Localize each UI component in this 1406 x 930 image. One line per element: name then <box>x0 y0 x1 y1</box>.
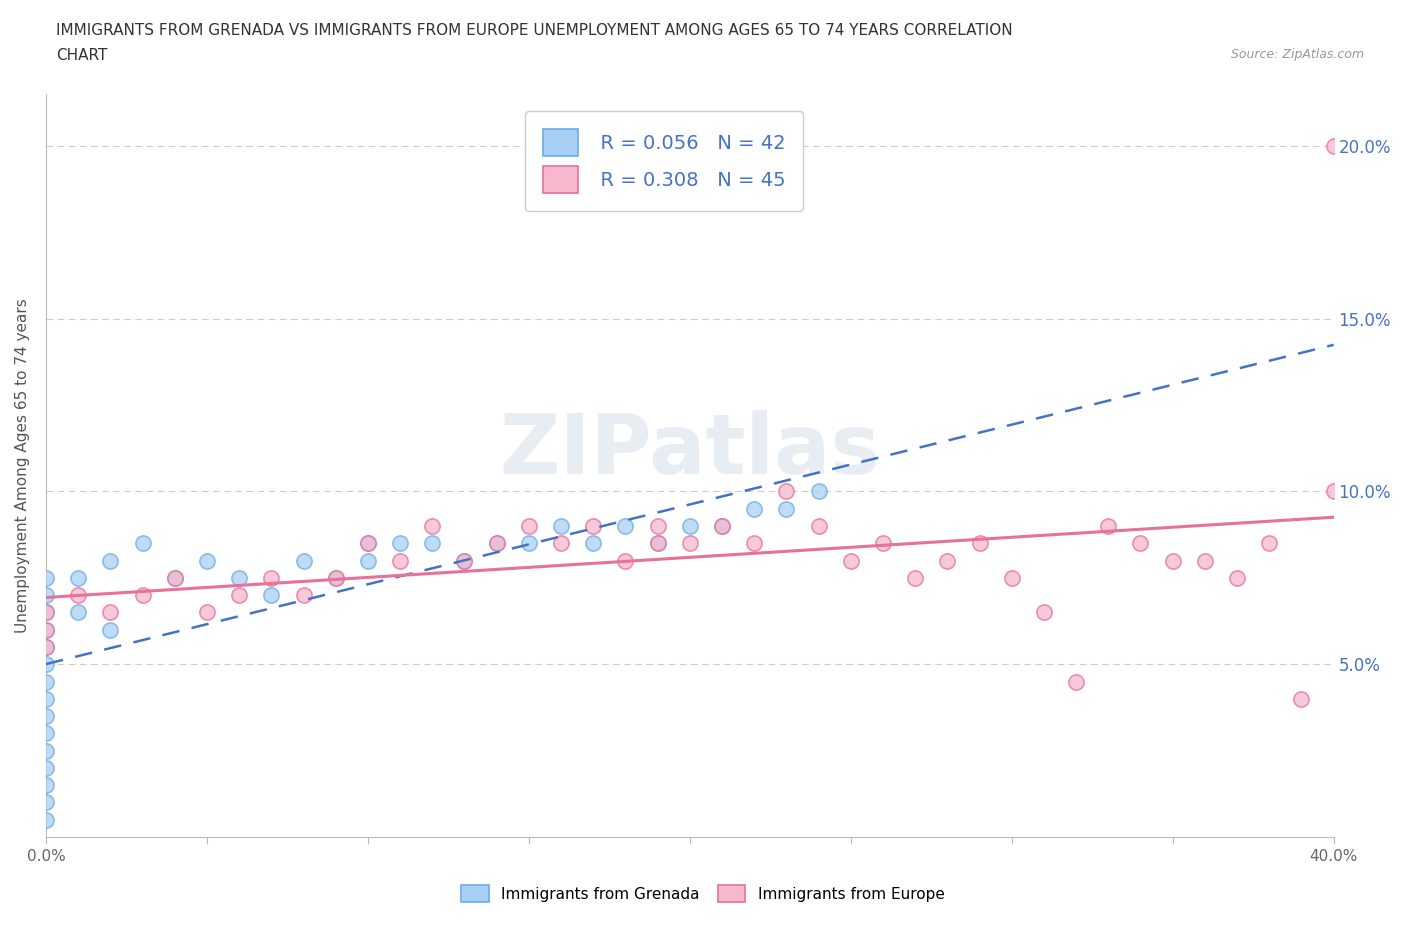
Point <box>35 657 58 671</box>
Point <box>614 519 637 534</box>
Point <box>904 570 927 585</box>
Point <box>807 484 830 498</box>
Point <box>228 570 250 585</box>
Point <box>711 519 734 534</box>
Point <box>35 588 58 603</box>
Point <box>420 536 443 551</box>
Point <box>67 588 90 603</box>
Point <box>35 640 58 655</box>
Point <box>1258 536 1281 551</box>
Point <box>98 622 121 637</box>
Point <box>35 761 58 776</box>
Point <box>839 553 862 568</box>
Point <box>1226 570 1249 585</box>
Point <box>582 536 605 551</box>
Point <box>35 640 58 655</box>
Y-axis label: Unemployment Among Ages 65 to 74 years: Unemployment Among Ages 65 to 74 years <box>15 299 30 633</box>
Point <box>357 553 380 568</box>
Point <box>35 622 58 637</box>
Point <box>35 570 58 585</box>
Legend:   R = 0.056   N = 42,   R = 0.308   N = 45: R = 0.056 N = 42, R = 0.308 N = 45 <box>526 112 803 211</box>
Point <box>131 588 153 603</box>
Point <box>647 519 669 534</box>
Point <box>292 553 315 568</box>
Point <box>195 605 218 620</box>
Point <box>679 519 702 534</box>
Point <box>389 553 412 568</box>
Point <box>357 536 380 551</box>
Point <box>35 726 58 741</box>
Point <box>35 812 58 827</box>
Text: ZIPatlas: ZIPatlas <box>499 410 880 491</box>
Point <box>325 570 347 585</box>
Point <box>453 553 475 568</box>
Legend: Immigrants from Grenada, Immigrants from Europe: Immigrants from Grenada, Immigrants from… <box>456 879 950 909</box>
Point <box>35 605 58 620</box>
Point <box>420 519 443 534</box>
Point <box>679 536 702 551</box>
Point <box>872 536 894 551</box>
Point <box>550 536 572 551</box>
Point <box>35 605 58 620</box>
Point <box>389 536 412 551</box>
Point <box>35 691 58 706</box>
Point <box>1097 519 1119 534</box>
Point <box>517 536 540 551</box>
Point <box>1161 553 1184 568</box>
Point <box>807 519 830 534</box>
Point <box>485 536 508 551</box>
Point <box>163 570 186 585</box>
Point <box>35 709 58 724</box>
Point <box>163 570 186 585</box>
Text: Source: ZipAtlas.com: Source: ZipAtlas.com <box>1230 48 1364 61</box>
Point <box>35 743 58 758</box>
Point <box>35 777 58 792</box>
Point <box>1323 139 1346 153</box>
Point <box>775 484 797 498</box>
Point <box>292 588 315 603</box>
Point <box>260 570 283 585</box>
Point <box>67 605 90 620</box>
Point <box>453 553 475 568</box>
Point <box>228 588 250 603</box>
Point <box>325 570 347 585</box>
Point <box>711 519 734 534</box>
Point <box>969 536 991 551</box>
Point <box>357 536 380 551</box>
Point <box>614 553 637 568</box>
Point <box>582 519 605 534</box>
Point <box>1323 484 1346 498</box>
Point <box>1001 570 1024 585</box>
Point <box>1129 536 1152 551</box>
Text: IMMIGRANTS FROM GRENADA VS IMMIGRANTS FROM EUROPE UNEMPLOYMENT AMONG AGES 65 TO : IMMIGRANTS FROM GRENADA VS IMMIGRANTS FR… <box>56 23 1012 38</box>
Point <box>260 588 283 603</box>
Point <box>1291 691 1313 706</box>
Point <box>775 501 797 516</box>
Point <box>647 536 669 551</box>
Point <box>98 553 121 568</box>
Point <box>35 674 58 689</box>
Point <box>742 536 765 551</box>
Point <box>517 519 540 534</box>
Point <box>35 622 58 637</box>
Point <box>98 605 121 620</box>
Point <box>1194 553 1216 568</box>
Point <box>936 553 959 568</box>
Point <box>35 795 58 810</box>
Point <box>550 519 572 534</box>
Point <box>1032 605 1054 620</box>
Point <box>195 553 218 568</box>
Point <box>131 536 153 551</box>
Text: CHART: CHART <box>56 48 108 63</box>
Point <box>742 501 765 516</box>
Point <box>485 536 508 551</box>
Point <box>67 570 90 585</box>
Point <box>1064 674 1087 689</box>
Point <box>647 536 669 551</box>
